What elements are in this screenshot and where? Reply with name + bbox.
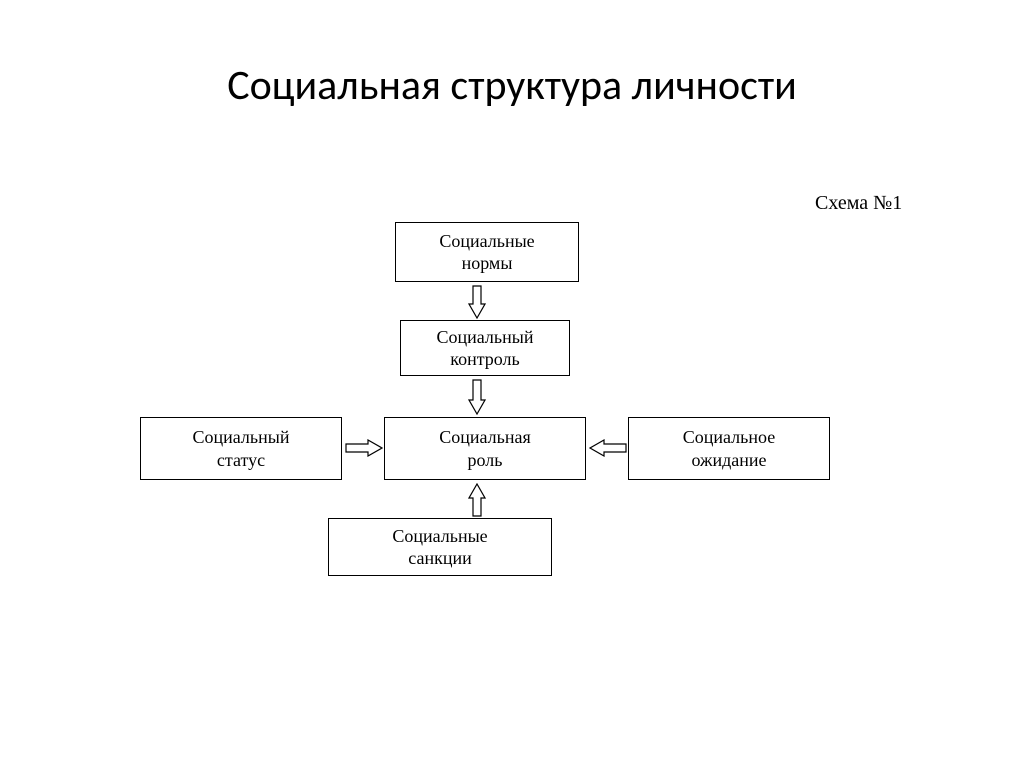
node-sanction-line2: санкции [408,547,471,570]
node-sanction-line1: Социальные [392,525,487,548]
node-role-line1: Социальная [439,426,531,449]
arrow-a3-right-icon [345,439,383,462]
slide-title: Социальная структура личности [0,60,1024,111]
scheme-number-label: Схема №1 [815,192,902,215]
node-sanction: Социальныесанкции [328,518,552,576]
node-control-line2: контроль [450,348,520,371]
node-status-line2: статус [217,449,265,472]
node-expect-line1: Социальное [683,426,775,449]
node-status-line1: Социальный [193,426,290,449]
arrow-a5-up-icon [468,483,486,522]
node-role-line2: роль [468,449,503,472]
node-expect-line2: ожидание [691,449,766,472]
arrow-a1-down-icon [468,285,486,324]
node-expect: Социальноеожидание [628,417,830,480]
arrow-a4-left-icon [589,439,627,462]
node-control-line1: Социальный [437,326,534,349]
node-role: Социальнаяроль [384,417,586,480]
node-norms-line2: нормы [462,252,513,275]
slide-canvas: Социальная структура личности Схема №1 С… [0,0,1024,767]
node-norms: Социальныенормы [395,222,579,282]
node-control: Социальныйконтроль [400,320,570,376]
node-norms-line1: Социальные [439,230,534,253]
arrow-a2-down-icon [468,379,486,420]
node-status: Социальныйстатус [140,417,342,480]
